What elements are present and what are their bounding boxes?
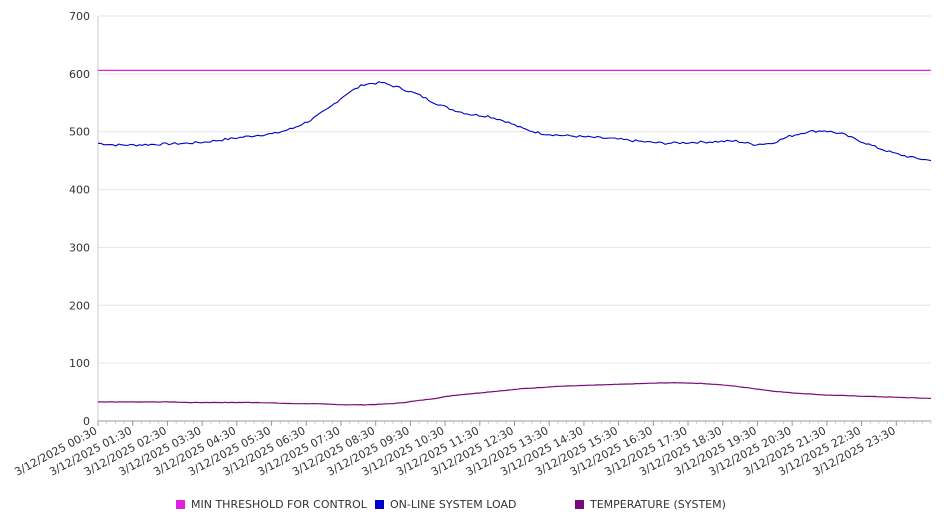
- y-tick-label-500: 500: [69, 126, 90, 139]
- series-line-temperature: [98, 381, 932, 406]
- series-lines: [97, 69, 932, 406]
- gridlines: [98, 15, 931, 422]
- legend-label-temperature: TEMPERATURE (SYSTEM): [590, 498, 726, 511]
- legend-item-temperature: TEMPERATURE (SYSTEM): [575, 498, 726, 511]
- y-tick-label-100: 100: [69, 357, 90, 370]
- series-line-system-load: [97, 81, 932, 162]
- y-tick-label-600: 600: [69, 68, 90, 81]
- y-tick-label-0: 0: [83, 415, 90, 428]
- y-tick-label-300: 300: [69, 241, 90, 254]
- y-tick-label-700: 700: [69, 10, 90, 23]
- y-tick-label-200: 200: [69, 299, 90, 312]
- legend-swatch-system-load: [375, 500, 384, 509]
- legend: MIN THRESHOLD FOR CONTROL ON-LINE SYSTEM…: [0, 498, 946, 514]
- legend-swatch-temperature: [575, 500, 584, 509]
- legend-label-threshold: MIN THRESHOLD FOR CONTROL: [191, 498, 367, 511]
- x-axis: 3/12/2025 00:303/12/2025 01:303/12/2025 …: [12, 420, 932, 479]
- line-chart: 0 100 200 300 400 500 600 700 3/12/2025 00:303/…: [12, 10, 932, 479]
- legend-item-system-load: ON-LINE SYSTEM LOAD: [375, 498, 516, 511]
- y-axis: 0 100 200 300 400 500 600 700: [69, 10, 99, 428]
- y-tick-label-400: 400: [69, 184, 90, 197]
- legend-swatch-threshold: [176, 500, 185, 509]
- legend-item-threshold: MIN THRESHOLD FOR CONTROL: [176, 498, 367, 511]
- legend-label-system-load: ON-LINE SYSTEM LOAD: [390, 498, 517, 511]
